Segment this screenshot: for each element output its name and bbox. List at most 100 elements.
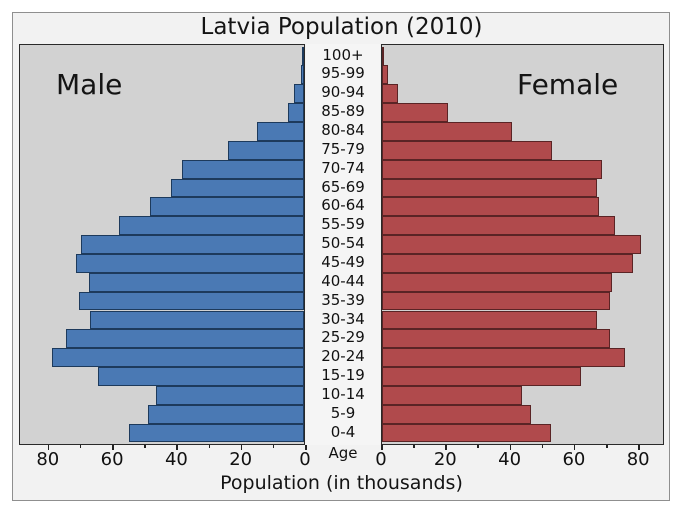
tick-label-right-40: 40: [498, 449, 522, 470]
female-bar-90-94: [382, 84, 399, 104]
age-group-label-85-89: 85-89: [321, 102, 365, 121]
major-tick-right-80: [638, 445, 640, 450]
minor-tick-right-30: [477, 445, 479, 448]
female-bar-80-84: [382, 122, 513, 141]
tick-label-left-80: 80: [36, 449, 60, 470]
male-bar-10-14: [156, 385, 304, 405]
age-group-label-20-24: 20-24: [321, 347, 365, 366]
major-tick-right-20: [445, 445, 447, 450]
female-series-label: Female: [517, 68, 619, 101]
female-bar-65-69: [382, 178, 598, 198]
age-group-label-65-69: 65-69: [321, 177, 365, 196]
age-group-label-90-94: 90-94: [321, 83, 365, 102]
female-bar-45-49: [382, 253, 633, 273]
age-group-label-40-44: 40-44: [321, 271, 365, 290]
age-group-label-100+: 100+: [322, 45, 364, 64]
female-bar-85-89: [382, 103, 448, 122]
male-bar-80-84: [257, 122, 304, 141]
tick-label-left-60: 60: [100, 449, 124, 470]
tick-label-left-40: 40: [164, 449, 188, 470]
male-bar-5-9: [148, 404, 304, 424]
major-tick-left-20: [240, 445, 243, 450]
x-axis-title: Population (in thousands): [220, 472, 463, 494]
minor-tick-right-10: [413, 445, 415, 448]
female-bar-70-74: [382, 159, 603, 179]
male-bar-100+: [302, 46, 304, 66]
male-bar-85-89: [287, 103, 304, 122]
male-plot-panel: [19, 44, 305, 445]
minor-tick-left-50: [144, 445, 146, 448]
age-group-label-15-19: 15-19: [321, 366, 365, 385]
male-bar-65-69: [170, 178, 304, 198]
age-group-label-55-59: 55-59: [321, 215, 365, 234]
major-tick-right-0: [381, 445, 383, 450]
female-bar-50-54: [382, 235, 641, 254]
female-bar-60-64: [382, 197, 599, 217]
male-bar-60-64: [149, 197, 304, 217]
female-bar-15-19: [382, 367, 582, 386]
age-group-label-35-39: 35-39: [321, 290, 365, 309]
female-bar-35-39: [382, 291, 611, 311]
male-bar-50-54: [80, 235, 304, 254]
female-bar-100+: [382, 46, 384, 66]
tick-label-right-80: 80: [626, 449, 650, 470]
age-group-label-45-49: 45-49: [321, 252, 365, 271]
minor-tick-left-10: [272, 445, 275, 448]
age-axis-title: Age: [328, 444, 358, 462]
tick-label-left-0: 0: [299, 449, 311, 470]
age-group-label-5-9: 5-9: [330, 403, 356, 422]
male-bar-15-19: [98, 367, 304, 386]
age-group-label-25-29: 25-29: [321, 328, 365, 347]
female-bar-0-4: [382, 423, 551, 443]
male-bar-55-59: [119, 216, 304, 236]
age-group-label-80-84: 80-84: [321, 121, 365, 139]
age-group-label-10-14: 10-14: [321, 384, 365, 403]
tick-label-right-20: 20: [433, 449, 457, 470]
age-group-label-75-79: 75-79: [321, 139, 365, 158]
minor-tick-right-50: [541, 445, 544, 448]
major-tick-left-80: [47, 445, 50, 450]
age-group-label-70-74: 70-74: [321, 158, 365, 177]
male-bar-35-39: [78, 291, 304, 311]
male-bar-25-29: [66, 329, 304, 349]
minor-tick-left-30: [208, 445, 211, 448]
male-bar-40-44: [88, 272, 304, 292]
major-tick-right-40: [509, 445, 512, 450]
female-bar-25-29: [382, 329, 611, 349]
major-tick-right-60: [573, 445, 576, 450]
female-bar-55-59: [382, 216, 616, 236]
female-bar-75-79: [382, 140, 553, 160]
female-bar-10-14: [382, 385, 522, 405]
male-bar-30-34: [90, 310, 304, 330]
age-group-label-95-99: 95-99: [321, 64, 365, 83]
major-tick-left-40: [176, 445, 178, 450]
male-bar-70-74: [181, 159, 304, 179]
male-bar-0-4: [128, 423, 304, 443]
female-bar-40-44: [382, 272, 612, 292]
chart-title: Latvia Population (2010): [200, 14, 483, 40]
age-group-label-60-64: 60-64: [321, 196, 365, 215]
age-group-label-50-54: 50-54: [321, 234, 365, 253]
female-bar-30-34: [382, 310, 598, 330]
male-bar-95-99: [300, 65, 304, 85]
male-bar-45-49: [75, 253, 304, 273]
male-series-label: Male: [56, 68, 123, 101]
tick-label-left-20: 20: [229, 449, 253, 470]
female-plot-panel: [381, 44, 664, 445]
age-group-label-30-34: 30-34: [321, 309, 365, 328]
male-bar-20-24: [51, 348, 304, 368]
female-bar-5-9: [382, 404, 532, 424]
age-group-label-0-4: 0-4: [330, 422, 356, 441]
female-bar-20-24: [382, 348, 625, 368]
female-bar-95-99: [382, 65, 389, 85]
minor-tick-right-70: [606, 445, 608, 448]
major-tick-left-0: [305, 445, 307, 450]
tick-label-right-0: 0: [375, 449, 387, 470]
major-tick-left-60: [112, 445, 114, 450]
tick-label-right-60: 60: [562, 449, 586, 470]
minor-tick-left-70: [79, 445, 82, 448]
age-axis-column: 100+ 95-99 90-94 85-89 80-84 75-79 70-74 65-69 6…: [306, 44, 380, 445]
male-bar-90-94: [294, 84, 304, 104]
male-bar-75-79: [228, 140, 304, 160]
